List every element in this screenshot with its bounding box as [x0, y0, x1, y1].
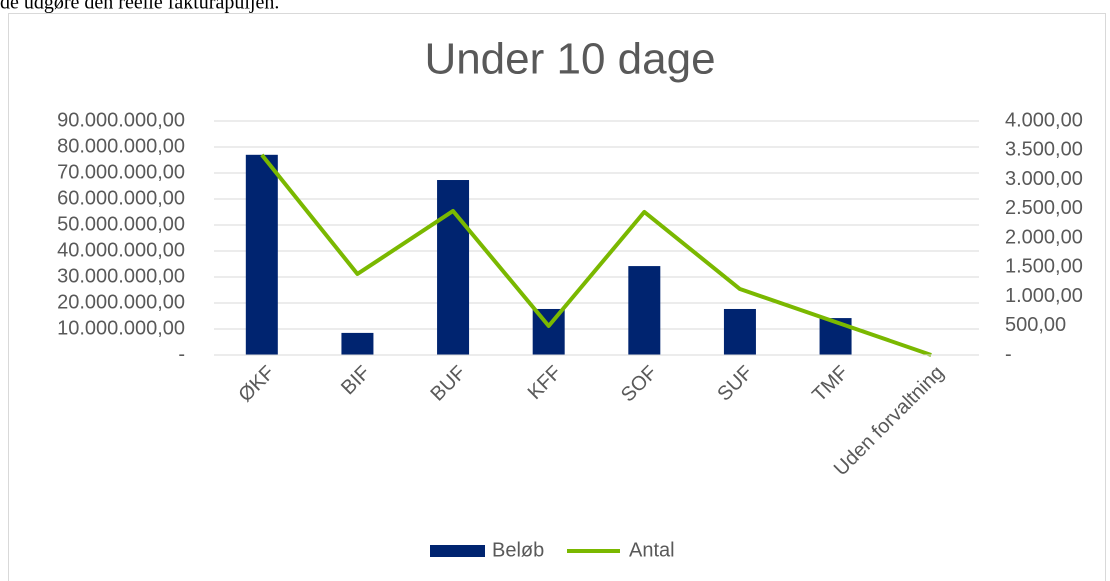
y-tick-label: 40.000.000,00 [57, 239, 185, 261]
y2-tick-label: 3.500,00 [1005, 139, 1083, 161]
y-tick-label: 50.000.000,00 [57, 213, 185, 235]
chart-frame [8, 13, 1106, 581]
y-tick-label: 10.000.000,00 [57, 317, 185, 339]
chart-title: Under 10 dage [424, 35, 715, 84]
document-text: de udgøre den reelle fakturapuljen. [0, 0, 279, 14]
line [260, 153, 932, 357]
bar [245, 154, 278, 355]
bar [341, 332, 374, 355]
y2-tick-label: 3.000,00 [1005, 168, 1083, 190]
bar [532, 308, 565, 355]
y-tick-label: 30.000.000,00 [57, 265, 185, 287]
y-tick-label: 80.000.000,00 [57, 135, 185, 157]
legend-swatch [430, 545, 485, 557]
y-tick-label: 20.000.000,00 [57, 291, 185, 313]
y2-tick-label: 500,00 [1005, 314, 1066, 336]
legend-label: Antal [629, 539, 675, 561]
y-tick-label: 70.000.000,00 [57, 161, 185, 183]
y2-tick-label: 2.000,00 [1005, 226, 1083, 248]
y-tick-label: 90.000.000,00 [57, 109, 185, 131]
y2-tick-label: 1.000,00 [1005, 285, 1083, 307]
y2-tick-label: 1.500,00 [1005, 256, 1083, 278]
bar [723, 308, 756, 355]
y2-tick-label: 2.500,00 [1005, 197, 1083, 219]
legend-label: Beløb [492, 539, 544, 561]
y2-tick-label: 4.000,00 [1005, 109, 1083, 131]
bar [628, 266, 661, 355]
y-tick-label: 60.000.000,00 [57, 187, 185, 209]
y-tick-label: - [178, 343, 185, 365]
y2-tick-label: - [1005, 343, 1012, 365]
bar [437, 180, 470, 355]
